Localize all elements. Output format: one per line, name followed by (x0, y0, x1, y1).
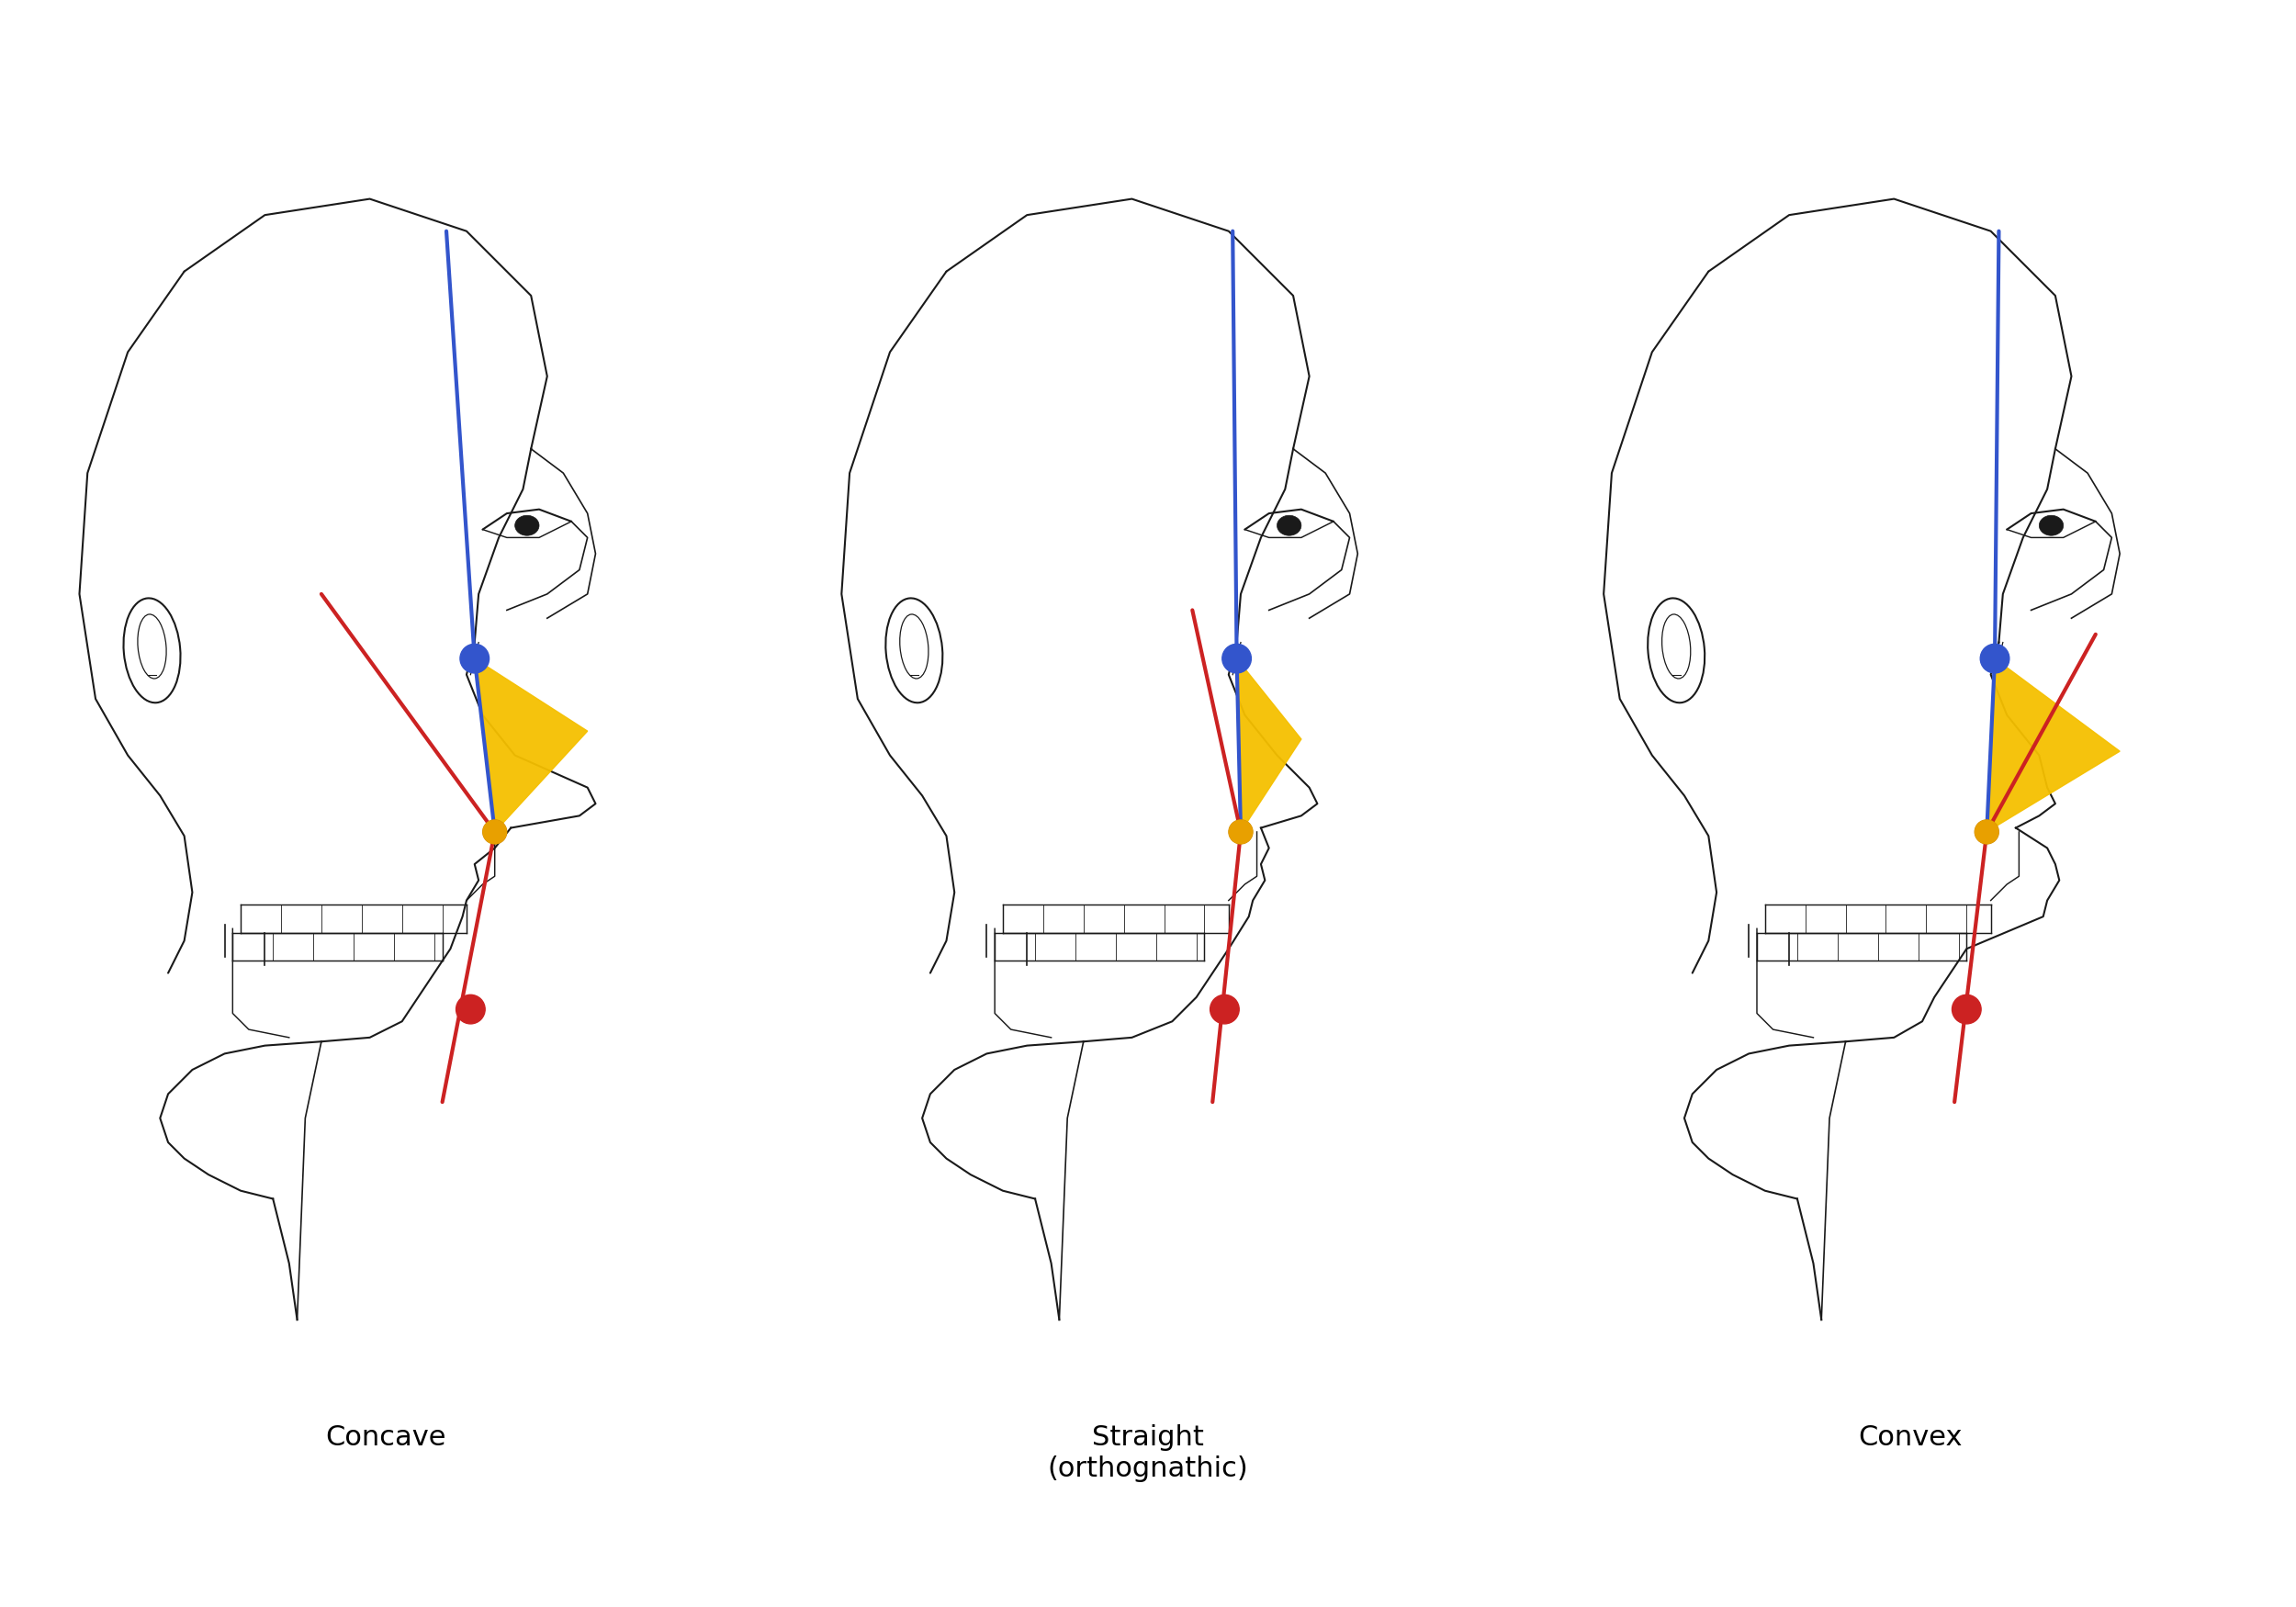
Ellipse shape (2039, 516, 2064, 535)
Text: Convex: Convex (1857, 1424, 1963, 1451)
Circle shape (484, 821, 505, 844)
Circle shape (1952, 995, 1981, 1024)
Circle shape (457, 995, 484, 1024)
Ellipse shape (1277, 516, 1302, 535)
Text: Straight
(orthognathic): Straight (orthognathic) (1047, 1424, 1249, 1482)
Circle shape (1221, 644, 1251, 673)
Circle shape (1228, 821, 1251, 844)
Polygon shape (475, 659, 588, 832)
Circle shape (1975, 821, 1998, 844)
Text: Concave: Concave (326, 1424, 445, 1451)
Circle shape (1210, 995, 1240, 1024)
Polygon shape (1986, 659, 2119, 832)
Ellipse shape (514, 516, 540, 535)
Polygon shape (1238, 659, 1302, 832)
Circle shape (459, 644, 489, 673)
Circle shape (1979, 644, 2009, 673)
